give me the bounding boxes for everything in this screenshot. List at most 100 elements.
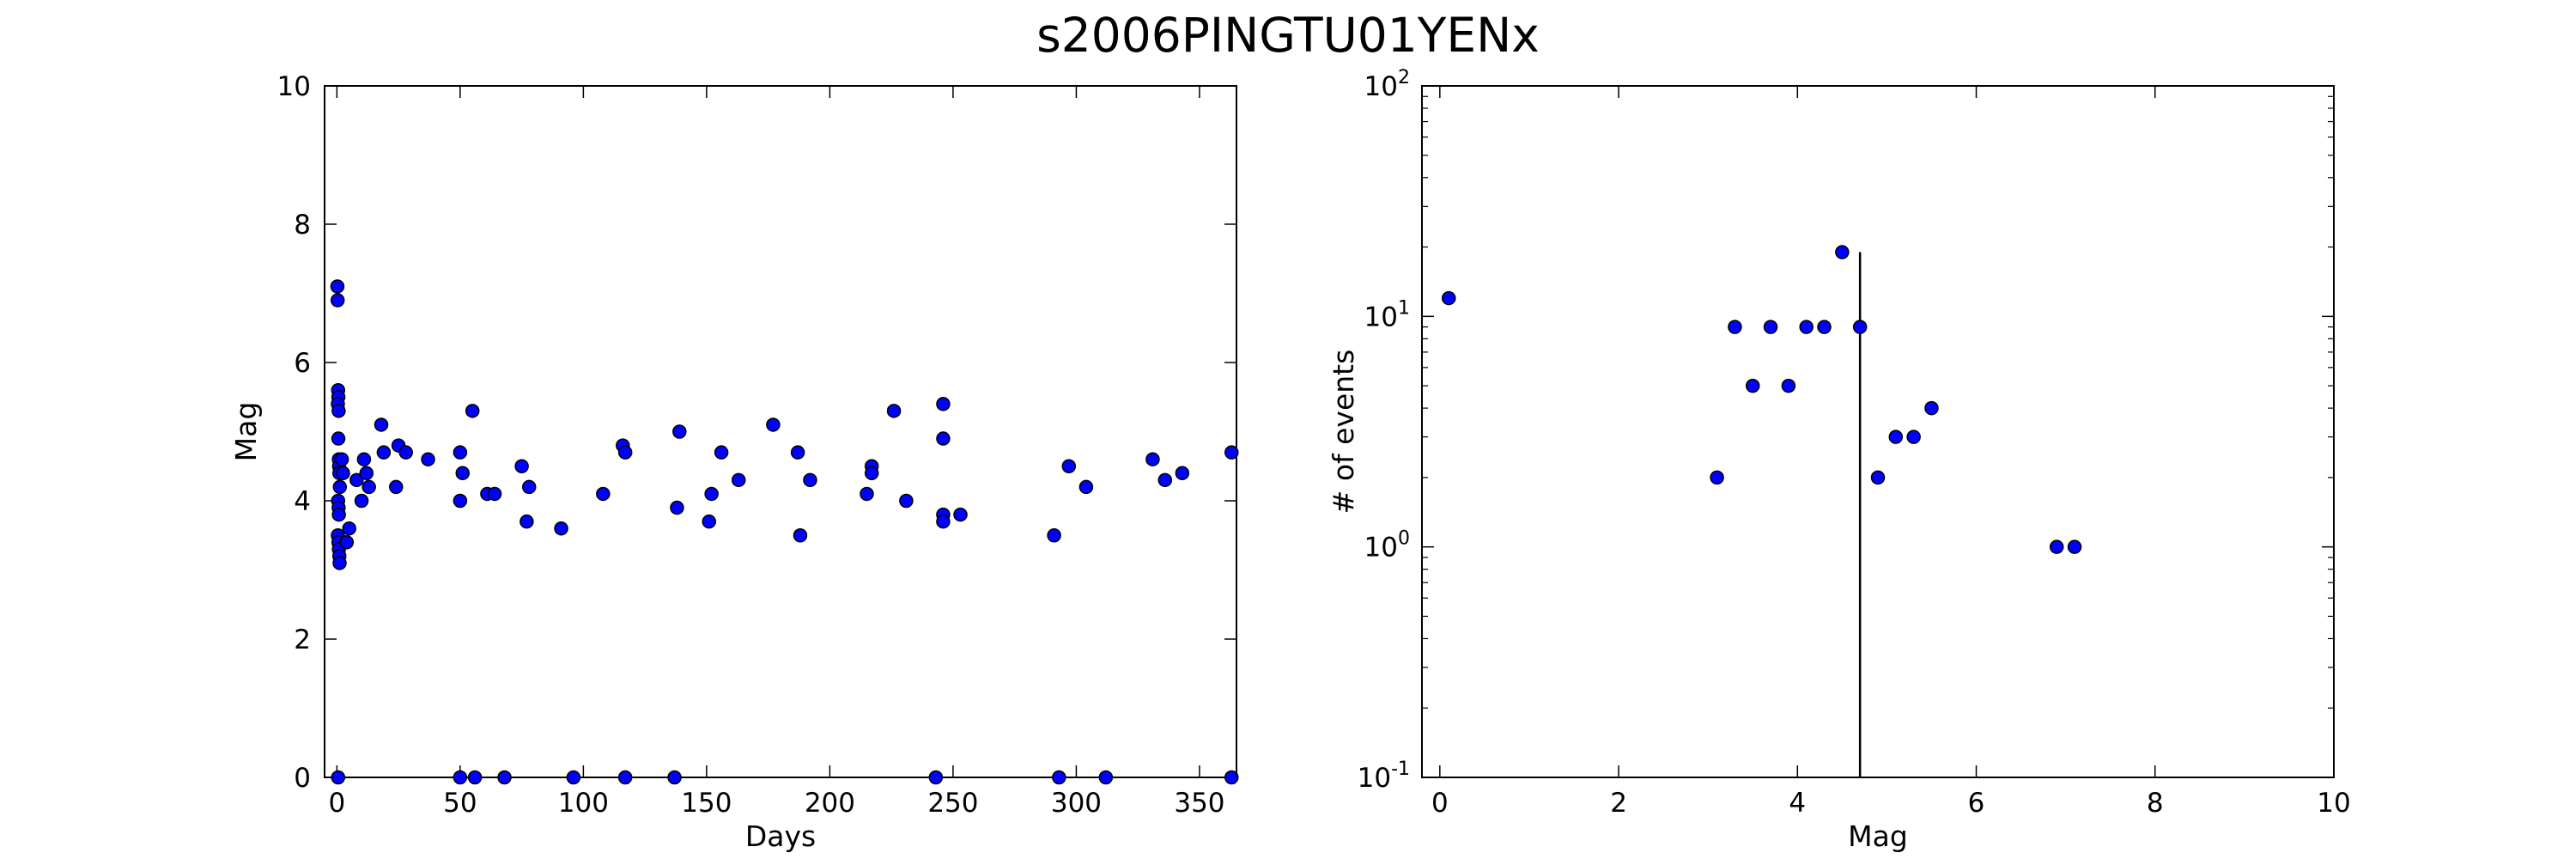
data-point bbox=[803, 472, 817, 488]
data-point bbox=[617, 445, 633, 460]
data-point bbox=[336, 466, 350, 481]
data-point bbox=[670, 500, 684, 515]
data-point bbox=[714, 445, 729, 460]
data-point bbox=[1098, 770, 1114, 785]
y-tick-label: 10-1 bbox=[1358, 758, 1410, 794]
x-tick-label: 250 bbox=[927, 788, 978, 819]
y-tick-label: 0 bbox=[294, 763, 311, 794]
axes-frame bbox=[1421, 85, 2335, 778]
y-tick-label: 6 bbox=[294, 348, 311, 379]
data-point bbox=[521, 479, 537, 495]
data-point bbox=[1052, 770, 1066, 785]
data-point bbox=[349, 472, 364, 488]
y-tick-label: 8 bbox=[294, 210, 311, 241]
data-point bbox=[1799, 320, 1814, 334]
data-point bbox=[514, 459, 529, 473]
data-point bbox=[361, 479, 376, 495]
x-tick-label: 8 bbox=[2147, 788, 2164, 819]
data-point bbox=[388, 479, 404, 495]
data-point bbox=[1728, 320, 1742, 334]
data-point bbox=[936, 431, 951, 446]
data-point bbox=[1145, 452, 1160, 466]
data-point bbox=[672, 424, 687, 439]
data-point bbox=[1224, 445, 1239, 460]
data-point bbox=[1441, 290, 1456, 306]
data-point bbox=[790, 445, 805, 460]
data-point bbox=[899, 493, 914, 509]
data-point bbox=[455, 466, 470, 481]
data-point bbox=[704, 486, 719, 502]
x-tick-label: 200 bbox=[805, 788, 855, 819]
x-tick-label: 100 bbox=[558, 788, 609, 819]
x-axis-label: Days bbox=[745, 819, 816, 853]
data-point bbox=[566, 770, 581, 785]
data-point bbox=[936, 397, 951, 411]
mag-frequency-chart: 0 2 4 6 8 10 10-1 100 101 102 Mag # of events bbox=[1327, 67, 2351, 853]
x-tick-label: 4 bbox=[1789, 788, 1806, 819]
axes-frame bbox=[324, 85, 1237, 778]
data-point bbox=[487, 486, 502, 502]
x-axis-label: Mag bbox=[1848, 819, 1908, 853]
data-point bbox=[1888, 430, 1904, 444]
x-tick-label: 6 bbox=[1968, 788, 1985, 819]
data-point bbox=[1078, 479, 1094, 495]
x-tick-label: 0 bbox=[1431, 788, 1449, 819]
data-point bbox=[359, 466, 374, 481]
data-point bbox=[334, 452, 349, 466]
data-point bbox=[497, 770, 512, 785]
data-point bbox=[1047, 528, 1061, 543]
y-tick-label: 102 bbox=[1364, 67, 1410, 102]
data-point bbox=[702, 514, 717, 529]
data-point bbox=[1924, 400, 1939, 416]
data-point bbox=[793, 528, 808, 543]
data-point bbox=[864, 466, 879, 481]
data-point bbox=[453, 493, 468, 509]
y-tick-label: 100 bbox=[1364, 528, 1410, 564]
y-tick-label: 10 bbox=[277, 71, 311, 102]
data-point bbox=[860, 486, 874, 502]
data-point bbox=[766, 417, 781, 432]
x-tick-label: 350 bbox=[1174, 788, 1224, 819]
data-point bbox=[2049, 539, 2064, 554]
data-point bbox=[1763, 320, 1778, 334]
days-vs-mag-chart: 0 50 100 150 200 250 300 350 0 2 4 6 8 10 Days Mag bbox=[229, 71, 1239, 853]
data-point bbox=[331, 431, 346, 446]
x-tick-label: 150 bbox=[681, 788, 732, 819]
x-tick-label: 10 bbox=[2317, 788, 2350, 819]
data-point bbox=[953, 507, 968, 522]
data-point bbox=[1870, 470, 1886, 485]
data-point bbox=[936, 514, 951, 529]
data-point bbox=[331, 770, 346, 785]
data-point bbox=[928, 770, 944, 785]
data-point bbox=[332, 479, 348, 495]
y-axis-label: Mag bbox=[229, 402, 263, 462]
data-point bbox=[331, 404, 346, 418]
data-point bbox=[354, 493, 369, 509]
data-point bbox=[1852, 320, 1868, 334]
data-point bbox=[2067, 539, 2082, 554]
data-point bbox=[342, 521, 356, 536]
data-point bbox=[453, 445, 468, 460]
data-point bbox=[1710, 470, 1724, 485]
data-point bbox=[1835, 245, 1850, 259]
data-point bbox=[467, 770, 483, 785]
data-point bbox=[376, 445, 392, 460]
data-point bbox=[1175, 466, 1190, 481]
data-point bbox=[1745, 378, 1760, 393]
data-point bbox=[731, 472, 746, 488]
data-point bbox=[1906, 430, 1921, 444]
data-point bbox=[453, 770, 468, 785]
data-point bbox=[339, 535, 355, 550]
data-point bbox=[356, 452, 372, 466]
y-axis-label: # of events bbox=[1327, 350, 1360, 515]
x-tick-label: 300 bbox=[1051, 788, 1102, 819]
x-tick-label: 50 bbox=[443, 788, 477, 819]
data-point bbox=[330, 279, 345, 294]
data-point bbox=[332, 556, 347, 570]
data-point bbox=[1817, 320, 1832, 334]
data-point bbox=[667, 770, 682, 785]
data-point bbox=[465, 404, 480, 418]
data-point bbox=[1157, 472, 1173, 488]
data-point bbox=[421, 452, 435, 466]
